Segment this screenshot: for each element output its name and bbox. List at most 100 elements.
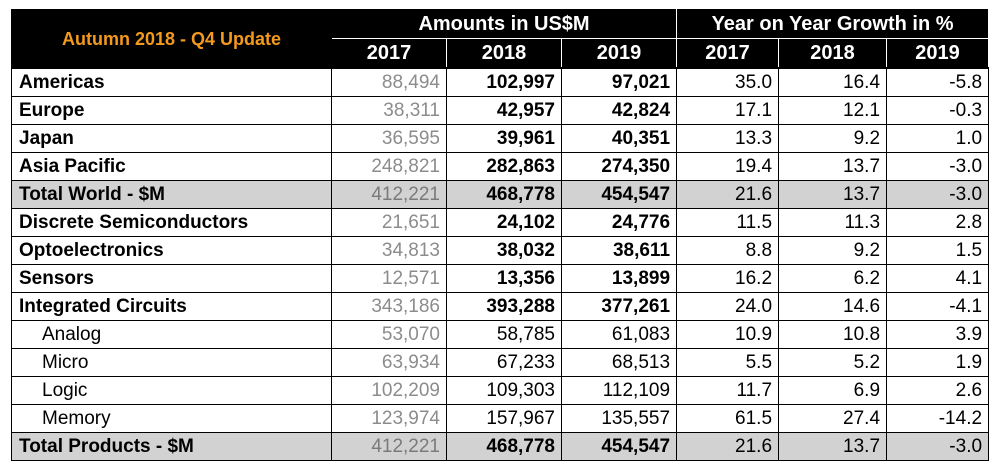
amount-cell-2018: 109,303 — [446, 376, 562, 405]
amount-cell-2019: 40,351 — [560, 124, 678, 153]
row-label: Integrated Circuits — [11, 292, 332, 321]
amount-cell-2019: 68,513 — [560, 348, 678, 377]
growth-cell-2018: 13.7 — [778, 432, 888, 461]
growth-cell-2018: 5.2 — [778, 348, 888, 377]
row-label: Total Products - $M — [11, 432, 332, 461]
amount-cell-2019: 377,261 — [560, 292, 678, 321]
row-label: Asia Pacific — [11, 152, 332, 181]
table-row: Sensors 12,571 13,356 13,899 16.2 6.2 4.1 — [11, 264, 990, 293]
growth-cell-2018: 12.1 — [778, 96, 888, 125]
amount-cell-2019: 112,109 — [560, 376, 678, 405]
amount-cell-2018: 282,863 — [446, 152, 562, 181]
amount-cell-2019: 13,899 — [560, 264, 678, 293]
growth-cell-2019: -3.0 — [886, 180, 990, 209]
amount-cell-2019: 135,557 — [560, 404, 678, 433]
growth-cell-2017: 5.5 — [676, 348, 780, 377]
growth-cell-2018: 27.4 — [778, 404, 888, 433]
growth-cell-2019: 2.6 — [886, 376, 990, 405]
total-row: Total World - $M 412,221 468,778 454,547 21.… — [11, 180, 990, 209]
growth-cell-2019: 4.1 — [886, 264, 990, 293]
amount-cell-2018: 38,032 — [446, 236, 562, 265]
row-label: Discrete Semiconductors — [11, 208, 332, 237]
growth-cell-2017: 35.0 — [676, 67, 780, 97]
growth-cell-2019: 1.5 — [886, 236, 990, 265]
amount-cell-2018: 102,997 — [446, 67, 562, 97]
growth-cell-2017: 11.5 — [676, 208, 780, 237]
growth-cell-2019: 1.0 — [886, 124, 990, 153]
amount-cell-2019: 42,824 — [560, 96, 678, 125]
growth-cell-2017: 8.8 — [676, 236, 780, 265]
amount-cell-2017: 34,813 — [331, 236, 447, 265]
growth-cell-2017: 17.1 — [676, 96, 780, 125]
growth-cell-2018: 11.3 — [778, 208, 888, 237]
growth-cell-2018: 6.2 — [778, 264, 888, 293]
table-title: Autumn 2018 - Q4 Update — [11, 9, 332, 69]
row-label: Optoelectronics — [11, 236, 332, 265]
growth-cell-2019: -4.1 — [886, 292, 990, 321]
amount-cell-2017: 343,186 — [331, 292, 447, 321]
amount-cell-2017: 88,494 — [331, 67, 447, 97]
amount-cell-2017: 21,651 — [331, 208, 447, 237]
amount-cell-2018: 13,356 — [446, 264, 562, 293]
amount-cell-2017: 412,221 — [331, 432, 447, 461]
table-row: Asia Pacific 248,821 282,863 274,350 19.4 13.… — [11, 152, 990, 181]
row-label: Analog — [11, 320, 332, 349]
growth-year-header: 2017 — [676, 38, 780, 69]
table-row: Optoelectronics 34,813 38,032 38,611 8.8 9.2 1… — [11, 236, 990, 265]
growth-cell-2017: 19.4 — [676, 152, 780, 181]
row-label: Total World - $M — [11, 180, 332, 209]
amount-cell-2019: 24,776 — [560, 208, 678, 237]
table-row: Logic 102,209 109,303 112,109 11.7 6.9 2.6 — [11, 376, 990, 405]
amount-cell-2018: 393,288 — [446, 292, 562, 321]
amount-cell-2019: 454,547 — [560, 432, 678, 461]
forecast-table: Autumn 2018 - Q4 Update Amounts in US$M … — [11, 9, 990, 461]
growth-cell-2019: -3.0 — [886, 432, 990, 461]
growth-cell-2019: 3.9 — [886, 320, 990, 349]
amount-cell-2018: 42,957 — [446, 96, 562, 125]
growth-group-header: Year on Year Growth in % — [676, 9, 990, 39]
growth-year-header: 2018 — [778, 38, 888, 69]
growth-cell-2018: 9.2 — [778, 236, 888, 265]
table-row: Discrete Semiconductors 21,651 24,102 24,77… — [11, 208, 990, 237]
growth-cell-2017: 24.0 — [676, 292, 780, 321]
row-label: Memory — [11, 404, 332, 433]
row-label: Logic — [11, 376, 332, 405]
growth-cell-2017: 16.2 — [676, 264, 780, 293]
growth-cell-2018: 6.9 — [778, 376, 888, 405]
amount-cell-2019: 61,083 — [560, 320, 678, 349]
row-label: Americas — [11, 67, 332, 97]
table-row: Micro 63,934 67,233 68,513 5.5 5.2 1.9 — [11, 348, 990, 377]
amounts-year-header: 2019 — [560, 38, 678, 69]
row-label: Europe — [11, 96, 332, 125]
amount-cell-2017: 248,821 — [331, 152, 447, 181]
amounts-year-header: 2018 — [446, 38, 562, 69]
growth-cell-2017: 13.3 — [676, 124, 780, 153]
growth-cell-2017: 11.7 — [676, 376, 780, 405]
growth-cell-2019: -3.0 — [886, 152, 990, 181]
amount-cell-2018: 58,785 — [446, 320, 562, 349]
growth-cell-2017: 10.9 — [676, 320, 780, 349]
amounts-year-header: 2017 — [331, 38, 447, 69]
table-row: Europe 38,311 42,957 42,824 17.1 12.1 -0.3 — [11, 96, 990, 125]
growth-year-header: 2019 — [886, 38, 990, 69]
growth-cell-2019: 2.8 — [886, 208, 990, 237]
forecast-table-container: Autumn 2018 - Q4 Update Amounts in US$M … — [11, 9, 990, 462]
amount-cell-2018: 157,967 — [446, 404, 562, 433]
growth-cell-2018: 14.6 — [778, 292, 888, 321]
amount-cell-2018: 468,778 — [446, 432, 562, 461]
table-row: Integrated Circuits 343,186 393,288 377,261… — [11, 292, 990, 321]
amounts-group-header: Amounts in US$M — [330, 9, 678, 39]
growth-cell-2019: 1.9 — [886, 348, 990, 377]
growth-cell-2019: -5.8 — [886, 67, 990, 97]
amount-cell-2019: 454,547 — [560, 180, 678, 209]
amount-cell-2017: 63,934 — [331, 348, 447, 377]
total-row: Total Products - $M 412,221 468,778 454,547… — [11, 432, 990, 461]
growth-cell-2017: 21.6 — [676, 180, 780, 209]
table-row: Memory 123,974 157,967 135,557 61.5 27.4 -14.2 — [11, 404, 990, 433]
amount-cell-2017: 38,311 — [331, 96, 447, 125]
row-label: Sensors — [11, 264, 332, 293]
row-label: Micro — [11, 348, 332, 377]
table-row: Japan 36,595 39,961 40,351 13.3 9.2 1.0 — [11, 124, 990, 153]
amount-cell-2018: 39,961 — [446, 124, 562, 153]
amount-cell-2017: 53,070 — [331, 320, 447, 349]
